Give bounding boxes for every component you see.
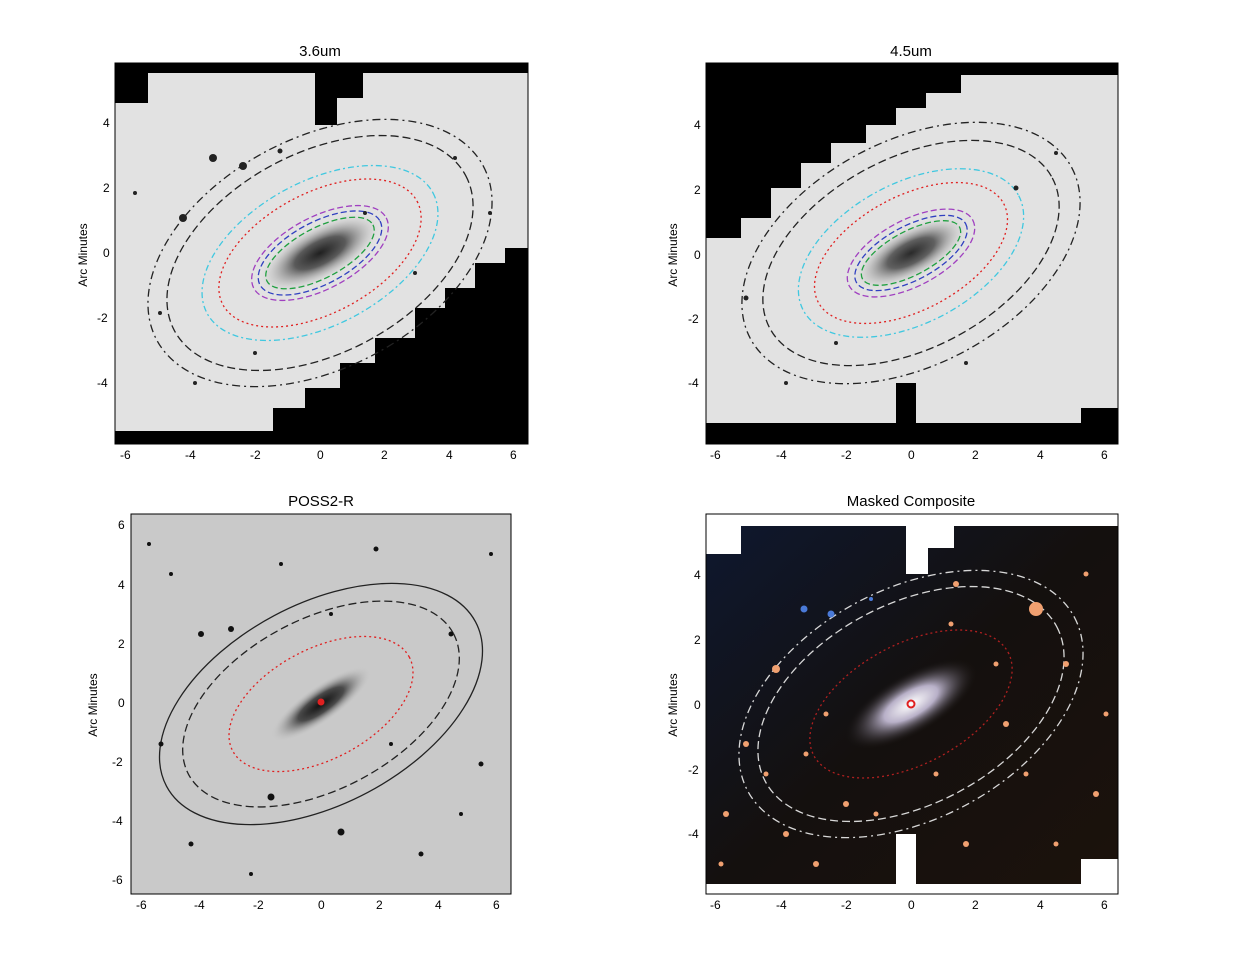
x-tick: 2 — [972, 448, 979, 462]
x-tick: -4 — [185, 448, 196, 462]
x-tick: 6 — [1101, 898, 1108, 912]
x-tick: -6 — [120, 448, 131, 462]
y-tick: -2 — [688, 763, 699, 777]
x-tick: 2 — [381, 448, 388, 462]
y-tick: 2 — [694, 183, 701, 197]
x-tick: 2 — [376, 898, 383, 912]
y-tick: -4 — [688, 376, 699, 390]
y-tick: -4 — [688, 827, 699, 841]
image-panel-4.5um — [705, 62, 1119, 445]
x-tick: -2 — [841, 898, 852, 912]
y-tick: 4 — [694, 568, 701, 582]
panel-title-masked-composite: Masked Composite — [846, 493, 976, 510]
y-tick: -6 — [112, 873, 123, 887]
x-tick: 0 — [318, 898, 325, 912]
y-axis-label-poss2-r: Arc Minutes — [86, 673, 100, 737]
image-panel-masked-composite — [705, 513, 1119, 895]
y-tick: -2 — [97, 311, 108, 325]
y-tick: 4 — [118, 578, 125, 592]
y-tick: -4 — [97, 376, 108, 390]
x-tick: -2 — [253, 898, 264, 912]
x-tick: -6 — [136, 898, 147, 912]
y-tick: 4 — [694, 118, 701, 132]
y-tick: 2 — [694, 633, 701, 647]
y-axis-label-4.5um: Arc Minutes — [666, 223, 680, 287]
x-tick: 4 — [1037, 898, 1044, 912]
y-tick: -4 — [112, 814, 123, 828]
y-tick: -2 — [112, 755, 123, 769]
x-tick: 6 — [1101, 448, 1108, 462]
x-tick: 0 — [908, 448, 915, 462]
x-tick: 0 — [317, 448, 324, 462]
y-tick: 4 — [103, 116, 110, 130]
x-tick: 6 — [493, 898, 500, 912]
x-tick: -6 — [710, 898, 721, 912]
y-tick: 0 — [103, 246, 110, 260]
image-panel-poss2-r — [130, 513, 512, 895]
y-tick: 0 — [694, 698, 701, 712]
y-tick: -2 — [688, 312, 699, 326]
x-tick: 4 — [435, 898, 442, 912]
panel-title-4.5um: 4.5um — [890, 43, 932, 60]
y-axis-label-3.6um: Arc Minutes — [76, 223, 90, 287]
x-tick: -2 — [841, 448, 852, 462]
image-panel-3.6um — [114, 62, 529, 445]
y-tick: 0 — [118, 696, 125, 710]
x-tick: -6 — [710, 448, 721, 462]
panel-title-poss2-r: POSS2-R — [288, 493, 354, 510]
panel-title-3.6um: 3.6um — [299, 43, 341, 60]
y-tick: 2 — [103, 181, 110, 195]
x-tick: -4 — [776, 448, 787, 462]
x-tick: 0 — [908, 898, 915, 912]
x-tick: 4 — [446, 448, 453, 462]
y-tick: 2 — [118, 637, 125, 651]
x-tick: -2 — [250, 448, 261, 462]
x-tick: 4 — [1037, 448, 1044, 462]
y-tick: 0 — [694, 248, 701, 262]
x-tick: 6 — [510, 448, 517, 462]
y-axis-label-masked-composite: Arc Minutes — [666, 673, 680, 737]
x-tick: -4 — [776, 898, 787, 912]
x-tick: -4 — [194, 898, 205, 912]
x-tick: 2 — [972, 898, 979, 912]
y-tick: 6 — [118, 518, 125, 532]
